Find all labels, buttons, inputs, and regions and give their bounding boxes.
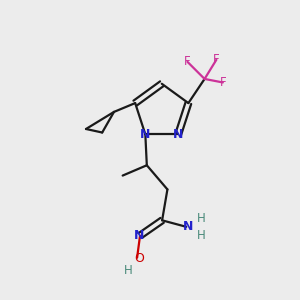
Text: N: N: [183, 220, 194, 233]
Text: H: H: [124, 264, 133, 277]
Text: F: F: [220, 76, 226, 89]
Text: N: N: [134, 229, 144, 242]
Text: N: N: [140, 128, 151, 141]
Text: F: F: [213, 53, 220, 66]
Text: H: H: [197, 229, 206, 242]
Text: O: O: [134, 252, 144, 265]
Text: N: N: [173, 128, 183, 141]
Text: F: F: [184, 56, 191, 68]
Text: H: H: [197, 212, 206, 225]
